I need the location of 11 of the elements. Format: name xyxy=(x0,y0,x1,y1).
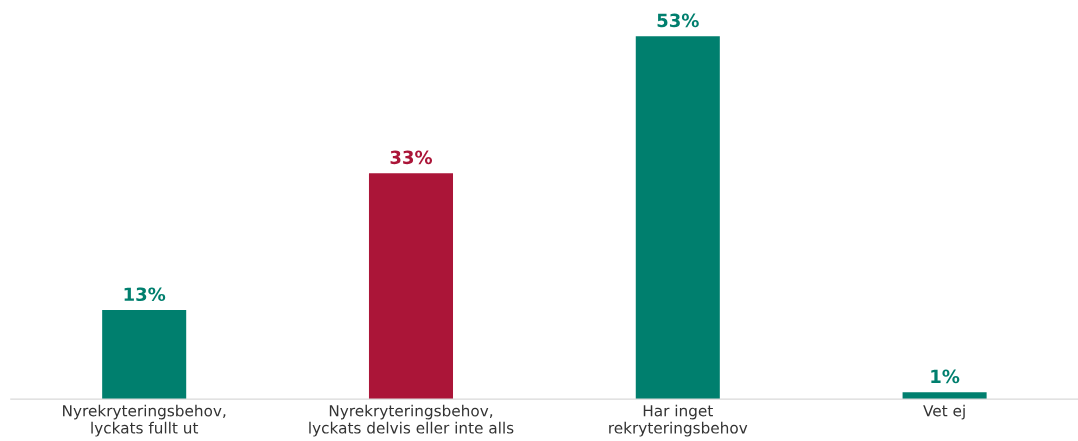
bar xyxy=(635,36,720,400)
x-tick-label: Vet ej xyxy=(923,404,965,420)
data-label: 33% xyxy=(390,150,433,165)
bar xyxy=(102,310,187,400)
x-tick-label: Har inget rekryteringsbehov xyxy=(609,404,748,437)
data-label: 53% xyxy=(657,13,699,28)
x-tick-label: Nyrekryteringsbehov, lyckats delvis eller inte alls xyxy=(309,404,514,437)
x-tick-label: Nyrekryteringsbehov, lyckats fullt ut xyxy=(63,404,226,437)
data-label: 13% xyxy=(124,287,166,302)
bar xyxy=(368,173,454,400)
data-label: 1% xyxy=(931,369,960,384)
